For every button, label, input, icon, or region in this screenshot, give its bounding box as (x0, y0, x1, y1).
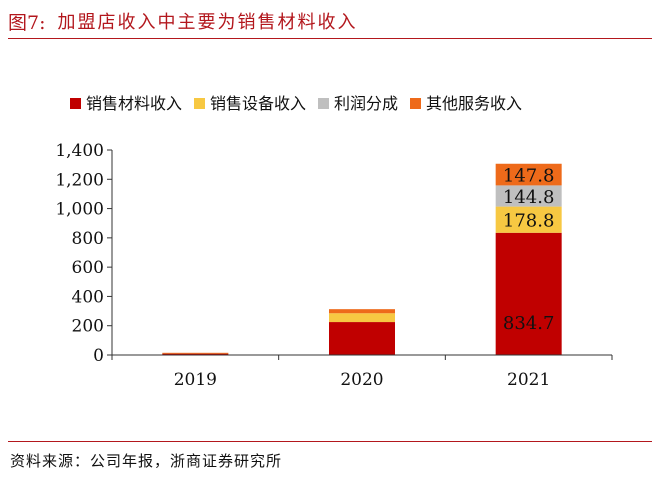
legend-swatch-1 (194, 98, 205, 109)
figure-label: 图7: (8, 11, 46, 34)
x-tick-label-1: 2020 (340, 370, 383, 390)
bar-2020-series-3 (329, 309, 395, 314)
legend-label-0: 销售材料收入 (86, 94, 182, 113)
stacked-bar-chart: 销售材料收入 销售设备收入 利润分成 其他服务收入 0 200 400 600 800 1,00… (55, 94, 613, 390)
y-tick-label-3: 600 (72, 258, 104, 278)
x-axis: 2019 2020 2021 (111, 354, 613, 390)
legend: 销售材料收入 销售设备收入 利润分成 其他服务收入 (70, 94, 522, 113)
data-label-2021-series-2: 144.8 (503, 187, 555, 208)
bottom-rule (8, 441, 652, 442)
legend-swatch-0 (70, 98, 81, 109)
legend-label-1: 销售设备收入 (210, 94, 306, 113)
data-label-2021-series-3: 147.8 (503, 166, 555, 187)
bar-2019-series-3 (162, 352, 229, 354)
y-axis: 0 200 400 600 800 1,000 1,200 1,400 (55, 141, 113, 366)
data-label-2021-series-0: 834.7 (503, 313, 555, 334)
bar-2019-series-1 (162, 353, 229, 354)
y-tick-label-0: 0 (93, 346, 104, 366)
bar-2021-series-1 (495, 206, 562, 233)
legend-label-2: 利润分成 (334, 94, 398, 113)
legend-swatch-2 (318, 98, 329, 109)
x-tick-label-2: 2021 (507, 370, 550, 390)
bar-2021-series-2 (495, 185, 562, 207)
y-tick-label-1: 200 (72, 317, 104, 337)
bar-2020-series-1 (329, 313, 395, 323)
y-tick-label-7: 1,400 (55, 141, 104, 161)
bar-2020-series-0 (329, 322, 395, 355)
x-tick-label-0: 2019 (174, 370, 217, 390)
source-note: 资料来源：公司年报，浙商证券研究所 (10, 452, 283, 470)
top-rule (8, 38, 652, 39)
bar-2021-series-3 (495, 163, 562, 186)
y-tick-label-2: 400 (72, 287, 104, 307)
legend-swatch-3 (410, 98, 421, 109)
figure-title: 加盟店收入中主要为销售材料收入 (57, 12, 358, 33)
y-tick-label-4: 800 (72, 229, 104, 249)
legend-label-3: 其他服务收入 (426, 94, 522, 113)
bar-2019-series-0 (162, 353, 229, 355)
data-label-2021-series-1: 178.8 (503, 211, 555, 232)
figure-header: 图7: 加盟店收入中主要为销售材料收入 (8, 6, 358, 36)
y-tick-label-5: 1,000 (55, 200, 104, 220)
bar-2021-series-0 (495, 232, 562, 355)
y-tick-label-6: 1,200 (55, 170, 104, 190)
